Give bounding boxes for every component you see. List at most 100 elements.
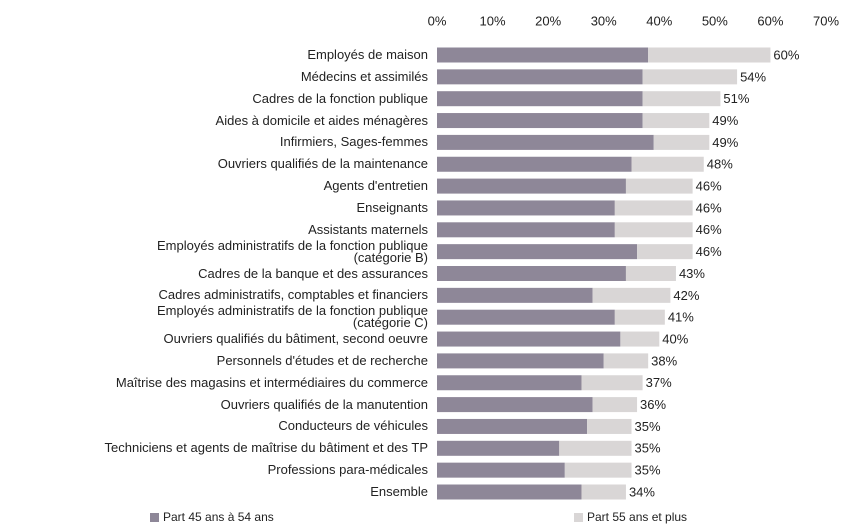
legend-label: Part 45 ans à 54 ans <box>163 510 274 524</box>
bar-segment <box>437 69 643 85</box>
total-label: 51% <box>723 91 749 106</box>
total-label: 42% <box>673 288 699 303</box>
category-label: Employés administratifs de la fonction p… <box>157 303 428 331</box>
category-label: Conducteurs de véhicules <box>278 418 428 434</box>
bar-segment <box>437 244 638 260</box>
bar-segment <box>581 375 643 391</box>
category-label: Infirmiers, Sages-femmes <box>279 134 428 150</box>
bar-segment <box>587 418 632 434</box>
x-tick-label: 20% <box>535 13 561 28</box>
category-label: Ouvriers qualifiés du bâtiment, second o… <box>163 331 428 347</box>
total-label: 41% <box>668 310 694 325</box>
bar-segment <box>437 353 604 369</box>
bar-segment <box>648 47 771 63</box>
category-label: Techniciens et agents de maîtrise du bât… <box>104 440 429 456</box>
bar-segment <box>642 91 721 107</box>
bar-segment <box>625 266 676 281</box>
legend-swatch <box>150 513 159 522</box>
bar-segment <box>437 287 593 303</box>
total-label: 49% <box>712 135 738 150</box>
legend-label: Part 55 ans et plus <box>587 510 688 524</box>
total-label: 60% <box>773 47 799 62</box>
bar-segment <box>437 309 615 325</box>
legend-item: Part 45 ans à 54 ans <box>150 510 274 524</box>
bar-segment <box>437 91 643 107</box>
x-tick-label: 50% <box>702 13 728 28</box>
category-label: Cadres de la fonction publique <box>252 90 428 106</box>
total-label: 49% <box>712 113 738 128</box>
x-tick-label: 60% <box>757 13 783 28</box>
bar-segment <box>631 156 704 172</box>
total-label: 46% <box>696 222 722 237</box>
bar-segment <box>614 200 693 216</box>
bar-segment <box>437 222 615 238</box>
category-label: Professions para-médicales <box>267 462 428 478</box>
bar-segment <box>559 440 632 456</box>
legend-swatch <box>574 513 583 522</box>
bar-segment <box>437 178 626 194</box>
category-label: Cadres de la banque et des assurances <box>198 265 428 281</box>
total-label: 38% <box>651 353 677 368</box>
bar-segment <box>437 156 632 172</box>
bar-segment <box>437 440 560 456</box>
bar-segment <box>614 222 693 238</box>
total-label: 54% <box>740 69 766 84</box>
category-label: Aides à domicile et aides ménagères <box>215 112 428 128</box>
bar-segment <box>642 113 710 129</box>
bar-segment <box>603 353 649 369</box>
bar-segment <box>437 200 615 216</box>
bar-segment <box>592 397 638 413</box>
total-label: 43% <box>679 266 705 281</box>
total-label: 48% <box>707 157 733 172</box>
bar-segment <box>614 309 665 325</box>
total-label: 35% <box>635 463 661 478</box>
total-label: 36% <box>640 397 666 412</box>
bar-segment <box>437 484 582 500</box>
total-label: 46% <box>696 244 722 259</box>
bar-segment <box>437 266 626 281</box>
category-label: Ouvriers qualifiés de la manutention <box>220 396 428 412</box>
category-label: Personnels d'études et de recherche <box>216 352 428 368</box>
bar-segment <box>437 134 654 150</box>
total-label: 46% <box>696 179 722 194</box>
bar-segment <box>437 462 565 478</box>
bar-segment <box>437 113 643 129</box>
category-label: Employés de maison <box>307 47 428 62</box>
bar-segment <box>437 418 588 434</box>
x-tick-label: 70% <box>813 13 839 28</box>
x-tick-label: 40% <box>646 13 672 28</box>
category-label: Employés administratifs de la fonction p… <box>157 237 428 265</box>
category-label: Maîtrise des magasins et intermédiaires … <box>115 374 428 390</box>
bar-segment <box>437 397 593 413</box>
x-tick-label: 30% <box>591 13 617 28</box>
category-label: Ensemble <box>370 484 428 499</box>
total-label: 35% <box>635 441 661 456</box>
category-label: Assistants maternels <box>308 221 428 237</box>
total-label: 34% <box>629 484 655 499</box>
category-label: Ouvriers qualifiés de la maintenance <box>217 156 428 172</box>
bar-segment <box>564 462 632 478</box>
bar-segment <box>437 47 649 63</box>
x-tick-label: 10% <box>480 13 506 28</box>
bar-segment <box>437 375 582 391</box>
category-label: Cadres administratifs, comptables et fin… <box>158 287 428 303</box>
x-tick-label: 0% <box>428 13 447 28</box>
total-label: 37% <box>646 375 672 390</box>
category-label: Enseignants <box>356 199 428 215</box>
bar-segment <box>592 287 671 303</box>
bar-segment <box>642 69 738 85</box>
bar-segment <box>581 484 626 500</box>
total-label: 40% <box>662 331 688 346</box>
bar-segment <box>653 134 710 150</box>
total-label: 46% <box>696 200 722 215</box>
legend-item: Part 55 ans et plus <box>574 510 687 524</box>
category-label: Agents d'entretien <box>323 178 428 194</box>
bar-segment <box>620 331 660 347</box>
bar-segment <box>637 244 693 260</box>
bar-segment <box>625 178 693 194</box>
bar-segment <box>437 331 621 347</box>
category-label: Médecins et assimilés <box>300 68 428 84</box>
total-label: 35% <box>635 419 661 434</box>
